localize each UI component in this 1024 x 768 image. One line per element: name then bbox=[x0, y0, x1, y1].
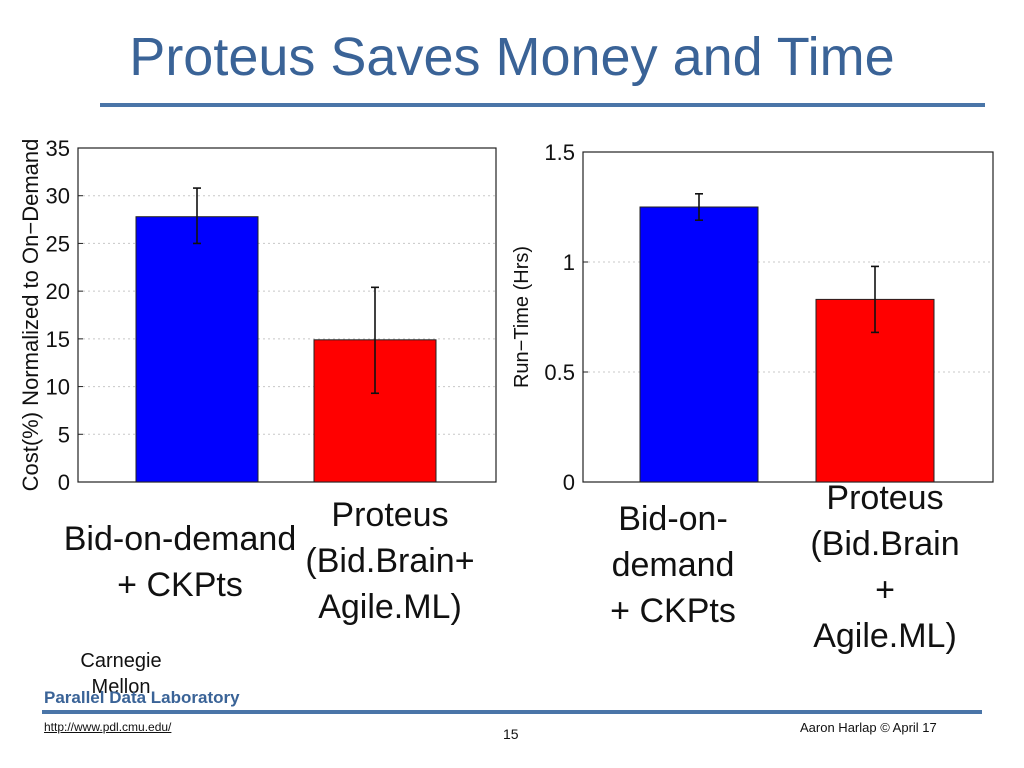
page-number: 15 bbox=[503, 726, 519, 742]
chart1-y-tick-label: 5 bbox=[58, 422, 70, 447]
org-name-line-1: Carnegie bbox=[80, 650, 162, 672]
chart1-y-tick-label: 0 bbox=[58, 470, 70, 495]
title-divider bbox=[100, 103, 985, 107]
chart1-bar-0 bbox=[135, 216, 259, 483]
chart1-y-axis-label: Cost(%) Normalized to On−Demand bbox=[18, 139, 43, 492]
chart2-plot-frame bbox=[582, 151, 994, 483]
footer-divider bbox=[42, 710, 982, 714]
chart1-y-tick-label: 25 bbox=[46, 231, 70, 256]
chart1-y-tick-label: 15 bbox=[46, 327, 70, 352]
org-name: Carnegie Mellon bbox=[46, 648, 196, 700]
org-name-line-2: Mellon bbox=[91, 676, 151, 698]
chart2-y-axis-label: Run−Time (Hrs) bbox=[511, 246, 533, 388]
slide-title: Proteus Saves Money and Time bbox=[129, 27, 895, 87]
chart1-y-tick-label: 20 bbox=[46, 279, 70, 304]
chart2-category-label-0: Bid-on- demand + CKPts bbox=[610, 500, 736, 630]
chart1-category-label-1: Proteus (Bid.Brain+ Agile.ML) bbox=[305, 496, 475, 626]
chart1-y-tick-label: 10 bbox=[46, 375, 70, 400]
chart2-bar-0 bbox=[639, 206, 759, 483]
lab-name: Parallel Data Laboratory bbox=[44, 688, 240, 707]
chart1-y-tick-label: 30 bbox=[46, 184, 70, 209]
chart2-y-tick-label: 0 bbox=[563, 470, 575, 495]
chart2-y-tick-label: 1.5 bbox=[544, 140, 575, 165]
chart2-category-label-1: Proteus (Bid.Brain + Agile.ML) bbox=[810, 479, 960, 655]
footer-author: Aaron Harlap © April 17 bbox=[800, 720, 937, 735]
footer-link[interactable]: http://www.pdl.cmu.edu/ bbox=[44, 720, 172, 734]
chart1-category-label-0: Bid-on-demand + CKPts bbox=[63, 520, 297, 604]
chart1-y-tick-label: 35 bbox=[46, 136, 70, 161]
chart1-plot-frame bbox=[77, 147, 497, 483]
chart2-y-tick-label: 0.5 bbox=[544, 360, 575, 385]
chart2-y-tick-label: 1 bbox=[563, 250, 575, 275]
